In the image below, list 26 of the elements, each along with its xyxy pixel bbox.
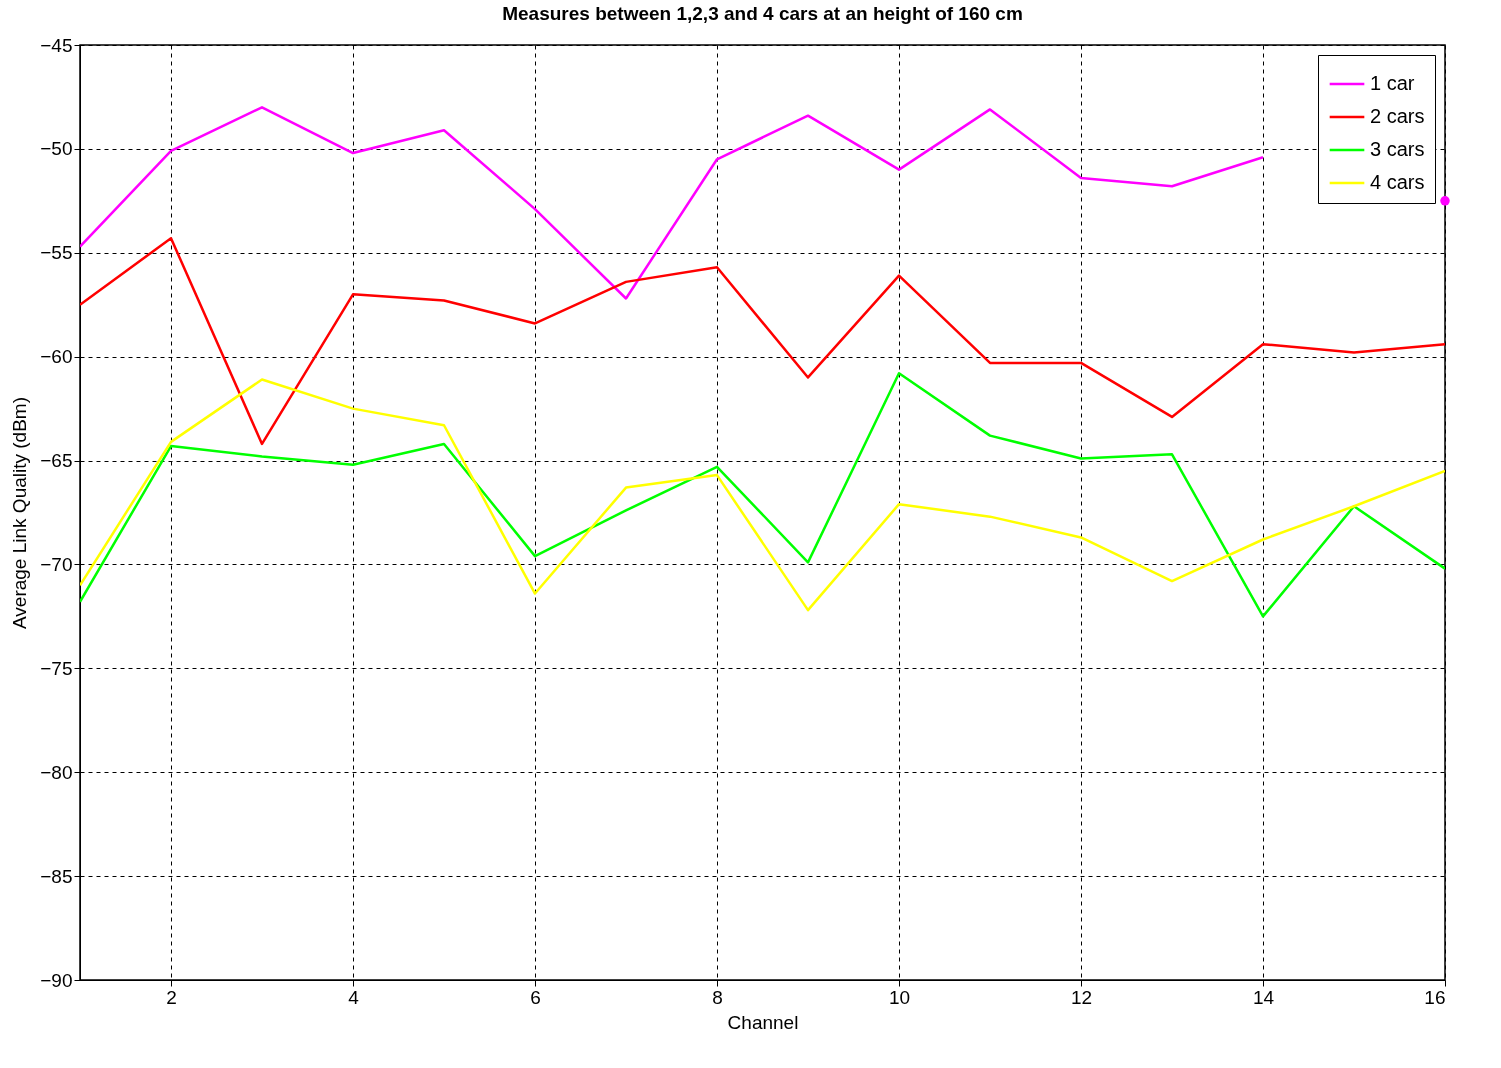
- y-tick-label: −75: [40, 657, 73, 679]
- x-tick-label: 12: [1070, 986, 1093, 1008]
- x-tick-label: 10: [888, 986, 911, 1008]
- x-tick-label: 2: [166, 986, 177, 1008]
- y-tick-label: −90: [40, 969, 73, 991]
- legend-label: 1 car: [1370, 72, 1415, 94]
- legend-label: 2 cars: [1370, 105, 1425, 127]
- line-series: [80, 236, 1445, 446]
- y-tick-label: −55: [40, 242, 73, 264]
- y-tick-label: −70: [40, 553, 73, 575]
- y-tick-label: −80: [40, 761, 73, 783]
- x-tick-label: 8: [712, 986, 723, 1008]
- y-tick-label: −65: [40, 450, 73, 472]
- y-tick-label: −45: [40, 34, 73, 56]
- x-tick-label: 6: [530, 986, 541, 1008]
- x-tick-label: 16: [1424, 986, 1446, 1008]
- y-axis-title: Average Link Quality (dBm): [9, 397, 31, 629]
- x-axis-title: Channel: [727, 1011, 799, 1033]
- x-tick-label: 4: [348, 986, 360, 1008]
- legend-label: 3 cars: [1370, 138, 1425, 160]
- y-tick-label: −85: [40, 865, 73, 887]
- x-tick-label: 14: [1252, 986, 1275, 1008]
- y-tick-label: −50: [40, 138, 73, 160]
- legend-label: 4 cars: [1370, 171, 1425, 193]
- y-tick-label: −60: [40, 346, 73, 368]
- chart-title: Measures between 1,2,3 and 4 cars at an height of 160 cm: [502, 3, 1023, 24]
